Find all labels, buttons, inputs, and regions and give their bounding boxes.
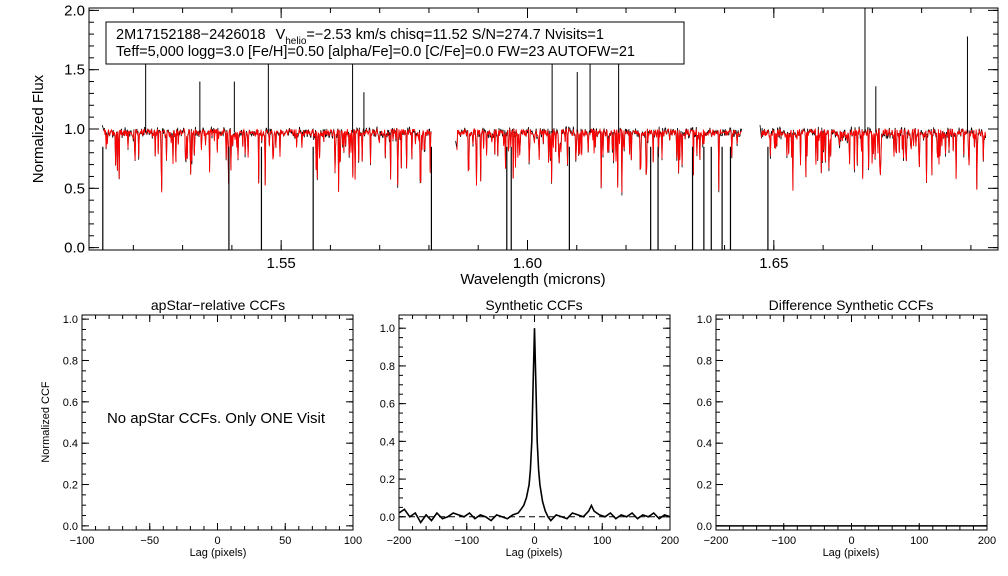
y-tick-label: 1.0 <box>380 323 395 335</box>
synthetic-ccf-curve <box>398 328 671 524</box>
model-spectrum-chip-1 <box>103 127 432 193</box>
x-tick-label: −200 <box>387 535 412 547</box>
spectrum-ticks: 1.55 1.60 1.65 0.0 0.5 1.0 1.5 2.0 <box>64 2 998 272</box>
x-tick-label: −200 <box>704 535 729 547</box>
x-tick-label: 100 <box>593 535 611 547</box>
info-box-frame <box>105 21 685 65</box>
x-tick-label: 200 <box>978 535 996 547</box>
info-line-2: Teff=5,000 logg=3.0 [Fe/H]=0.50 [alpha/F… <box>116 44 635 60</box>
x-tick-label: 1.65 <box>759 255 788 272</box>
y-tick-label: 0.2 <box>380 474 395 486</box>
apstar-ccf-panel: apStar−relative CCFs −100 −50 0 50 100 0.0 0.2… <box>40 297 362 559</box>
no-ccf-annotation: No apStar CCFs. Only ONE Visit <box>107 410 326 427</box>
x-tick-label: 0 <box>214 535 220 547</box>
y-tick-label: 0.4 <box>63 438 78 450</box>
x-tick-label: −100 <box>771 535 796 547</box>
y-tick-label: 0.4 <box>380 436 395 448</box>
info-stats: =−2.53 km/s chisq=11.52 S/N=274.7 Nvisit… <box>306 27 604 43</box>
info-line-1: 2M17152188−2426018 Vhelio=−2.53 km/s chis… <box>116 27 604 47</box>
y-tick-label: 0.6 <box>380 399 395 411</box>
model-spectrum-chip-3 <box>761 127 987 191</box>
v-helio-symbol: V <box>276 27 286 43</box>
apstar-ccf-ticks: −100 −50 0 50 100 0.0 0.2 0.4 0.6 0.8 1.0 <box>63 314 362 547</box>
synthetic-ccf-x-label: Lag (pixels) <box>506 547 563 559</box>
y-tick-label: 2.0 <box>64 2 85 19</box>
spectrum-y-label: Normalized Flux <box>30 74 47 183</box>
x-tick-label: −50 <box>140 535 159 547</box>
x-tick-label: 50 <box>279 535 291 547</box>
apstar-ccf-y-label: Normalized CCF <box>40 381 52 463</box>
info-box: 2M17152188−2426018 Vhelio=−2.53 km/s chis… <box>105 21 685 65</box>
apstar-ccf-x-label: Lag (pixels) <box>190 547 247 559</box>
apstar-ccf-title: apStar−relative CCFs <box>151 297 285 313</box>
model-spectrum-chip-2 <box>456 127 743 193</box>
y-tick-label: 0.4 <box>697 438 712 450</box>
difference-ccf-ticks: −200 −100 0 100 200 0.0 0.2 0.4 0.6 0.8 1.0 <box>697 314 996 547</box>
y-tick-label: 0.0 <box>64 240 85 257</box>
synthetic-ccf-panel: Synthetic CCFs −200 −100 0 100 200 0.0 0.2 0.4 0… <box>380 297 679 559</box>
synthetic-ccf-title: Synthetic CCFs <box>485 297 582 313</box>
y-tick-label: 1.5 <box>64 62 85 79</box>
difference-ccf-title: Difference Synthetic CCFs <box>769 297 934 313</box>
spectrum-lines <box>101 8 987 250</box>
x-tick-label: 100 <box>910 535 928 547</box>
y-tick-label: 0.0 <box>63 521 78 533</box>
x-tick-label: 1.55 <box>267 255 296 272</box>
x-tick-label: 0 <box>848 535 854 547</box>
v-helio-subscript: helio <box>285 36 307 47</box>
star-id: 2M17152188−2426018 <box>116 27 266 43</box>
synthetic-ccf-plot-area <box>398 328 671 524</box>
x-tick-label: 100 <box>344 535 362 547</box>
y-tick-label: 0.8 <box>63 355 78 367</box>
y-tick-label: 1.0 <box>697 314 712 326</box>
x-tick-label: 0 <box>531 535 537 547</box>
y-tick-label: 0.0 <box>380 512 395 524</box>
y-tick-label: 0.2 <box>697 480 712 492</box>
spectrum-panel: 1.55 1.60 1.65 0.0 0.5 1.0 1.5 2.0 2M17152188−2… <box>30 2 999 288</box>
y-tick-label: 0.8 <box>380 361 395 373</box>
x-tick-label: −100 <box>70 535 95 547</box>
spectrum-plot-area <box>101 8 987 250</box>
x-tick-label: 200 <box>661 535 679 547</box>
y-tick-label: 0.8 <box>697 355 712 367</box>
spectrum-x-label: Wavelength (microns) <box>460 271 605 288</box>
synthetic-ccf-ticks: −200 −100 0 100 200 0.0 0.2 0.4 0.6 0.8 1.0 <box>380 315 679 547</box>
x-tick-label: 1.60 <box>513 255 542 272</box>
y-tick-label: 0.5 <box>64 180 85 197</box>
difference-ccf-panel: Difference Synthetic CCFs −200 −100 0 100 20… <box>697 297 996 559</box>
y-tick-label: 0.2 <box>63 480 78 492</box>
y-tick-label: 0.6 <box>63 397 78 409</box>
x-tick-label: −100 <box>454 535 479 547</box>
y-tick-label: 1.0 <box>64 121 85 138</box>
y-tick-label: 1.0 <box>63 314 78 326</box>
y-tick-label: 0.6 <box>697 397 712 409</box>
y-tick-label: 0.0 <box>697 521 712 533</box>
difference-ccf-x-label: Lag (pixels) <box>823 547 880 559</box>
